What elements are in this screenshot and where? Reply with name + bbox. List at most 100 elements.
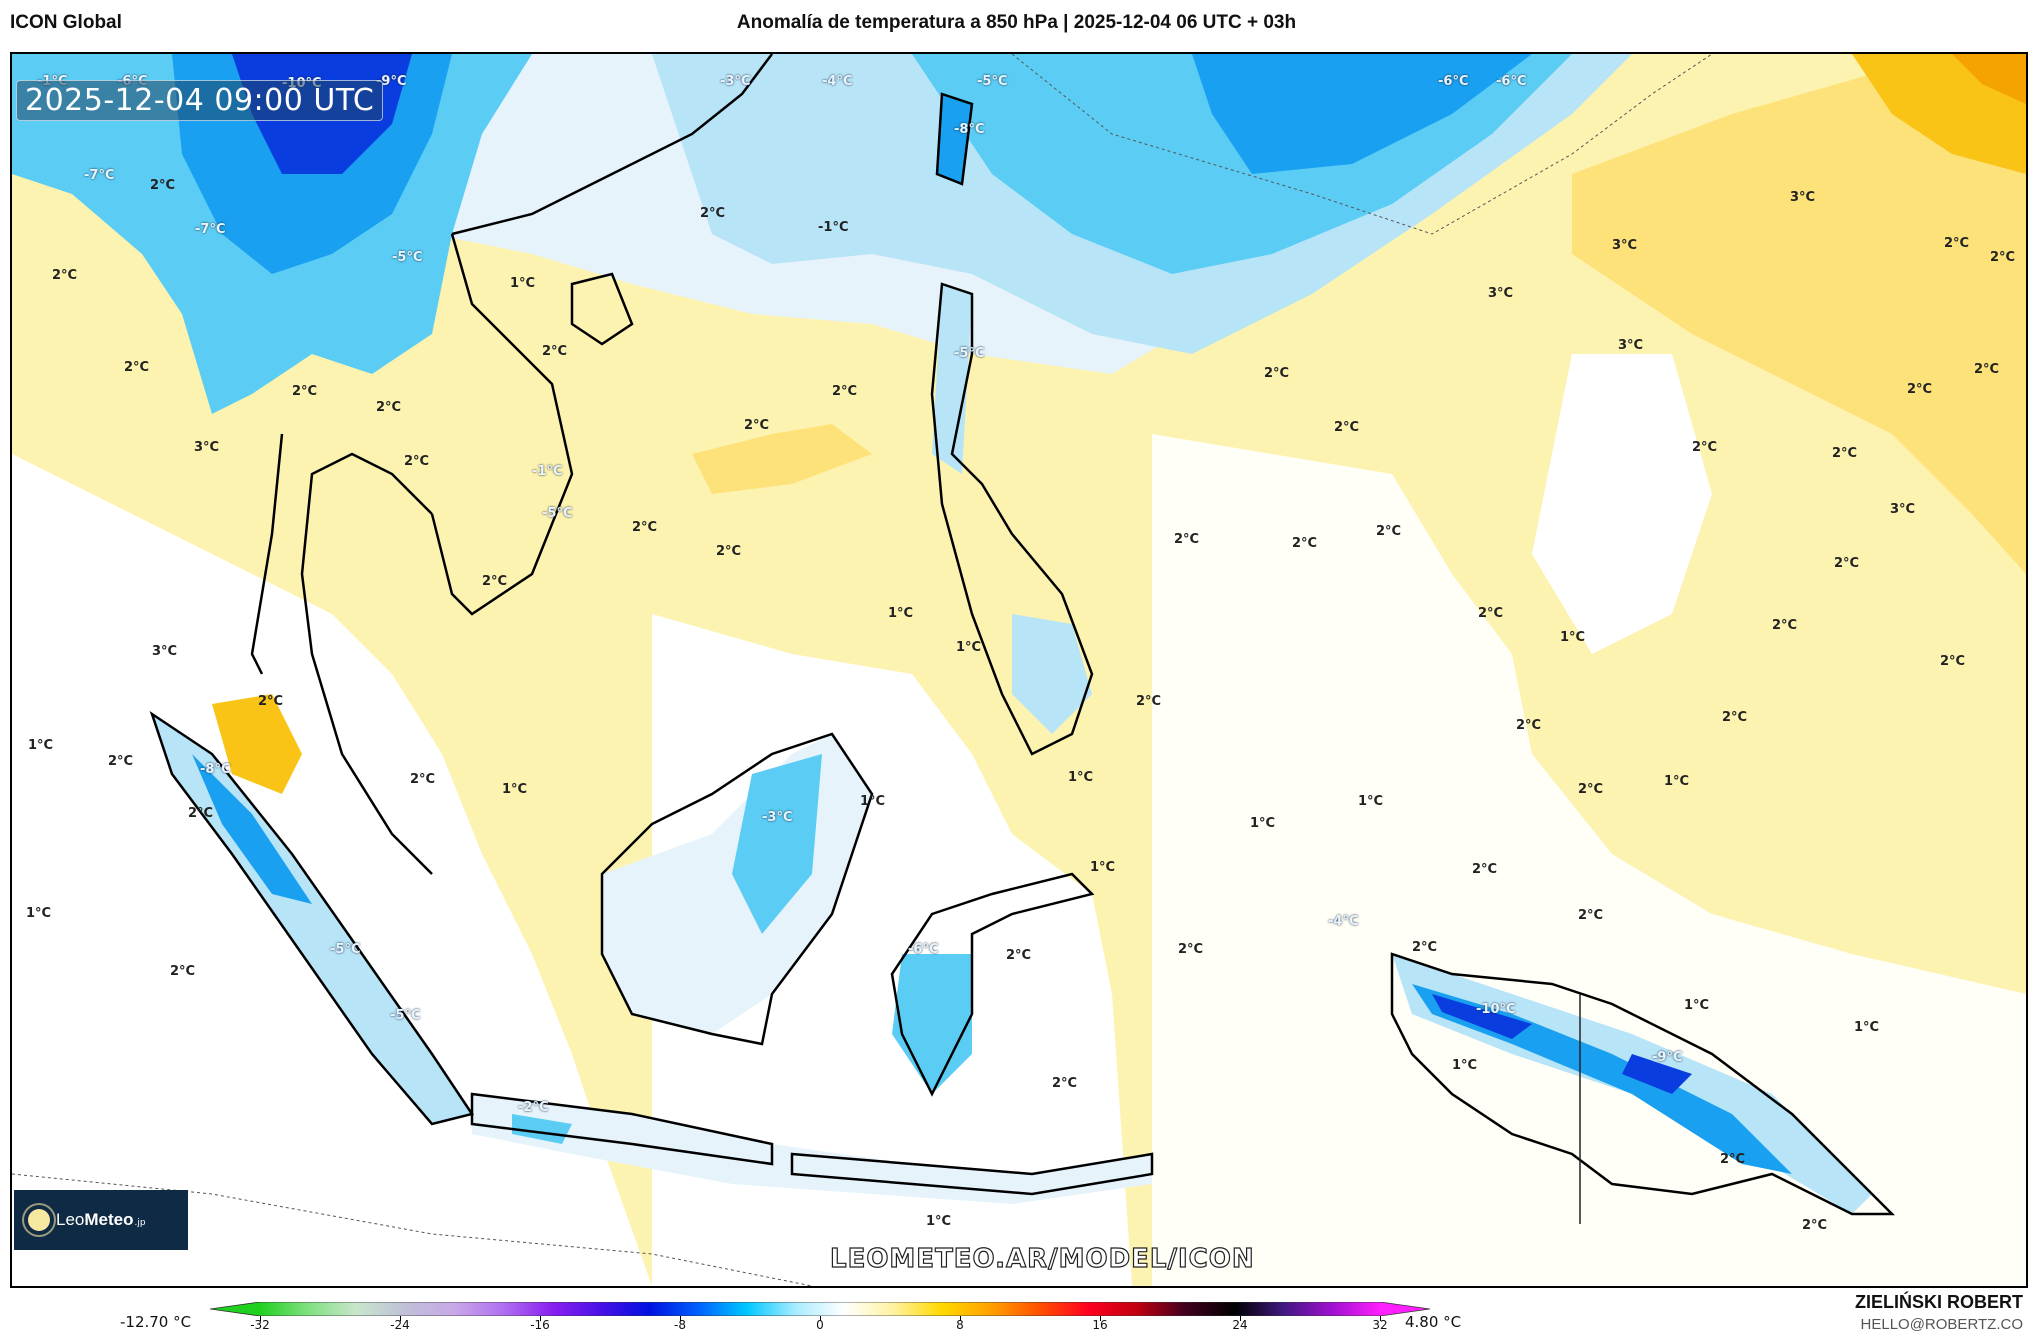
temperature-anomaly-map[interactable]: -10°C -9°C -6°C -1°C -7°C 2°C -7°C 2°C -5°C 1°C 2°… [10, 52, 2028, 1288]
contour-label: 2°C [1174, 532, 1200, 547]
contour-label: 2°C [376, 400, 402, 415]
contour-label: 2°C [52, 268, 78, 283]
contour-label: 2°C [258, 694, 284, 709]
contour-label: 2°C [1772, 618, 1798, 633]
contour-label: 2°C [1720, 1152, 1746, 1167]
colorbar-tick-label: 24 [1232, 1318, 1248, 1332]
contour-label: 1°C [1250, 816, 1276, 831]
logo-text-light: Leo [56, 1210, 85, 1229]
contour-label: -3°C [762, 810, 793, 825]
contour-label: 2°C [744, 418, 770, 433]
contour-label: -8°C [954, 122, 985, 137]
logo-suffix: .jp [134, 1218, 146, 1228]
contour-label: 2°C [1692, 440, 1718, 455]
contour-label: 3°C [1488, 286, 1514, 301]
contour-label: 2°C [482, 574, 508, 589]
contour-label: 2°C [1006, 948, 1032, 963]
contour-label: 1°C [502, 782, 528, 797]
contour-label: -6°C [1496, 74, 1527, 89]
contour-label: 2°C [1944, 236, 1970, 251]
contour-label: 2°C [1974, 362, 2000, 377]
contour-label: 2°C [1802, 1218, 1828, 1233]
contour-label: -5°C [977, 74, 1008, 89]
contour-label: 1°C [1560, 630, 1586, 645]
contour-label: 2°C [1516, 718, 1542, 733]
contour-label: 3°C [194, 440, 220, 455]
contour-label: 3°C [1890, 502, 1916, 517]
colorbar-tick-label: -16 [530, 1318, 550, 1332]
logo-text-bold: Meteo [84, 1210, 134, 1229]
contour-label: 3°C [1790, 190, 1816, 205]
author-email[interactable]: HELLO@ROBERTZ.CO [1860, 1316, 2023, 1333]
contour-label: 1°C [28, 738, 54, 753]
contour-label: 2°C [404, 454, 430, 469]
contour-label: 2°C [1834, 556, 1860, 571]
contour-label: 2°C [1264, 366, 1290, 381]
contour-label: 2°C [188, 806, 214, 821]
contour-label: 2°C [108, 754, 134, 769]
colorbar-tick-mark [820, 1316, 821, 1321]
contour-label: 2°C [832, 384, 858, 399]
colorbar-tick-mark [960, 1316, 961, 1321]
contour-label: 2°C [1292, 536, 1318, 551]
map-field [12, 54, 2026, 1286]
valid-time-badge: 2025-12-04 09:00 UTC [16, 80, 384, 121]
contour-label: 2°C [716, 544, 742, 559]
contour-label: -9°C [376, 74, 407, 89]
contour-label: 2°C [1412, 940, 1438, 955]
contour-label: -1°C [818, 220, 849, 235]
contour-label: -1°C [532, 464, 563, 479]
contour-label: -5°C [542, 506, 573, 521]
colorbar-tick-mark [260, 1316, 261, 1321]
contour-label: 2°C [1334, 420, 1360, 435]
contour-label: 2°C [1472, 862, 1498, 877]
contour-label: 2°C [1136, 694, 1162, 709]
contour-label: -10°C [1476, 1002, 1516, 1017]
colorbar-tick-label: -24 [390, 1318, 410, 1332]
contour-label: 2°C [700, 206, 726, 221]
contour-label: 1°C [26, 906, 52, 921]
contour-label: -2°C [518, 1100, 549, 1115]
contour-label: 2°C [1722, 710, 1748, 725]
colorbar-tick-label: 32 [1372, 1318, 1388, 1332]
contour-label: 2°C [1990, 250, 2016, 265]
contour-label: 2°C [410, 772, 436, 787]
contour-label: 1°C [1090, 860, 1116, 875]
colorbar-tick-label: 0 [816, 1318, 824, 1332]
colorbar-tick-label: 8 [956, 1318, 964, 1332]
contour-label: 3°C [152, 644, 178, 659]
contour-label: -4°C [822, 74, 853, 89]
contour-label: 1°C [1452, 1058, 1478, 1073]
model-name: ICON Global [10, 12, 122, 33]
colorbar-tick-mark [1240, 1316, 1241, 1321]
chart-title: Anomalía de temperatura a 850 hPa | 2025… [736, 12, 1297, 33]
contour-label: 1°C [1684, 998, 1710, 1013]
contour-label: 1°C [1068, 770, 1094, 785]
colorbar-tick-mark [1100, 1316, 1101, 1321]
contour-label: 2°C [1052, 1076, 1078, 1091]
contour-label: 2°C [150, 178, 176, 193]
contour-label: 2°C [124, 360, 150, 375]
contour-label: -4°C [1328, 914, 1359, 929]
contour-label: 1°C [1664, 774, 1690, 789]
author-name: ZIELIŃSKI ROBERT [1854, 1292, 2023, 1312]
leometeo-logo[interactable]: LeoMeteo .jp [14, 1190, 188, 1250]
contour-label: -9°C [1652, 1050, 1683, 1065]
contour-label: 1°C [510, 276, 536, 291]
colorbar-tick-label: -8 [674, 1318, 686, 1332]
contour-label: -5°C [392, 250, 423, 265]
contour-label: 1°C [860, 794, 886, 809]
contour-label: -5°C [954, 346, 985, 361]
contour-label: 2°C [170, 964, 196, 979]
colorbar-tick-mark [1380, 1316, 1381, 1321]
contour-label: -5°C [390, 1008, 421, 1023]
colorbar-min-value: -12.70 °C [120, 1313, 192, 1331]
contour-label: -7°C [84, 168, 115, 183]
contour-label: 2°C [1578, 782, 1604, 797]
contour-label: 2°C [1478, 606, 1504, 621]
contour-label: -5°C [330, 942, 361, 957]
contour-label: 1°C [956, 640, 982, 655]
contour-label: -6°C [908, 942, 939, 957]
contour-label: 2°C [1940, 654, 1966, 669]
contour-label: 3°C [1612, 238, 1638, 253]
